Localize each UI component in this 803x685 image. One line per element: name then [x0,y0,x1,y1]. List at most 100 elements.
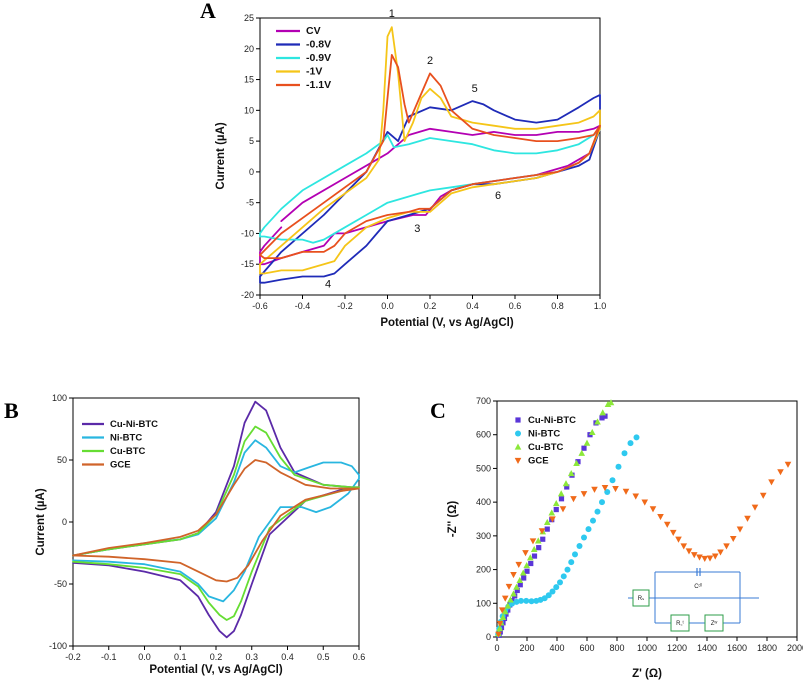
data-point-c [576,542,583,549]
x-tick-label-c: 400 [549,643,564,653]
data-point-c [560,573,567,580]
resistor-rct-icon [670,614,690,632]
data-point-c [601,485,609,492]
data-point-c [573,459,580,466]
data-point-c [609,477,616,484]
legend-label-b: Cu-Ni-BTC [110,419,158,430]
data-point-c [591,486,598,493]
data-point-c [744,515,751,522]
y-tick-label-a: -10 [241,228,254,238]
y-tick-label-a: 20 [244,44,254,54]
y-tick-label-c: 700 [476,396,491,406]
data-point-c [599,415,605,421]
data-point-c [777,469,784,476]
chart-marks: -0.6 -0.4 -0.2 0.0 0.2 0.4 0.6 0.8 1.0 -20 -15 -10 -… [49,8,803,662]
panel-label-b: B [4,398,19,423]
x-tick-label-a: 0.4 [466,301,479,311]
legend-marker-c [515,430,521,437]
data-point-c [552,499,560,507]
legend-label-a: -0.9V [306,52,331,64]
data-point-c [632,493,640,500]
y-tick-label-a: 15 [244,75,254,85]
data-point-c [524,568,530,574]
data-point-c [553,584,560,591]
x-tick-label-c: 1400 [697,643,717,653]
data-point-c [557,490,565,497]
circuit-label-rct: R꜀ᵗ [676,620,684,627]
y-tick-label-b: 50 [57,455,67,465]
data-point-c [496,620,504,628]
data-point-c [527,554,534,561]
data-point-c [530,545,538,552]
x-tick-label-c: 1800 [757,643,777,653]
y-tick-label-c: 300 [476,531,491,541]
y-axis-label-b: Current (µA) [35,488,47,555]
data-point-c [599,409,607,416]
x-tick-label-c: 200 [519,643,534,653]
data-point-c [751,504,759,511]
x-tick-label-b: 0.1 [174,652,187,662]
data-point-c [553,506,559,513]
circuit-label-zw: Zʷ [711,621,718,627]
data-point-c [602,413,608,419]
x-tick-label-a: 0.6 [509,301,522,311]
data-point-c [669,529,677,536]
data-point-c [685,548,693,555]
legend-label-b: Cu-BTC [110,446,145,457]
data-point-c [663,521,671,528]
data-point-c [540,536,546,542]
data-point-c [549,588,556,595]
data-point-c [534,537,542,544]
y-tick-label-a: 0 [249,167,254,177]
data-point-c [544,526,550,532]
x-tick-label-b: -0.2 [65,652,81,662]
x-axis-label-a: Potential (V, vs Ag/AgCl) [380,317,514,329]
data-point-c [717,549,724,556]
y-tick-label-a: -5 [246,198,254,208]
data-point-c [641,499,649,506]
data-point-c [517,582,523,588]
x-tick-label-a: 0.2 [424,301,437,311]
data-point-c [519,569,527,576]
panel-label-a: A [200,0,216,23]
data-point-c [680,543,688,550]
y-tick-label-a: 5 [249,136,254,146]
legend-label-b: Ni-BTC [110,433,142,444]
peak-annotation: 3 [414,223,420,235]
data-point-c [513,583,520,590]
x-tick-label-a: 0.8 [551,301,564,311]
data-point-c [564,484,570,490]
y-tick-label-a: -15 [241,259,254,269]
data-point-c [585,526,592,533]
data-point-c [558,496,565,502]
y-tick-label-c: 100 [476,598,491,608]
data-point-c [564,566,571,573]
data-point-c [607,399,615,406]
panel-label-c: C [430,398,446,423]
data-point-c [572,551,578,558]
legend-label-c: GCE [528,456,549,467]
data-point-c [507,596,514,603]
data-point-c [522,550,529,557]
x-axis-label-c: Z' (Ω) [632,668,662,680]
x-tick-label-a: -0.2 [337,301,353,311]
y-tick-label-c: 0 [486,632,491,642]
data-point-c [657,514,664,521]
y-tick-label-b: -50 [54,579,67,589]
x-tick-label-c: 600 [579,643,594,653]
data-point-c [588,428,596,435]
data-point-c [729,535,737,543]
data-point-c [538,528,546,535]
equivalent-circuit-inset: Rₛ Cᵈˡ R꜀ᵗ Zʷ [628,568,759,632]
data-point-c [504,602,512,609]
data-point-c [498,607,506,614]
data-point-c [575,459,581,465]
x-tick-label-c: 1200 [667,643,687,653]
data-point-c [523,597,530,604]
data-point-c [633,434,640,441]
x-tick-label-b: 0.5 [317,652,330,662]
peak-annotation: 5 [472,83,478,95]
data-point-c [568,559,575,566]
data-point-c [736,526,744,533]
